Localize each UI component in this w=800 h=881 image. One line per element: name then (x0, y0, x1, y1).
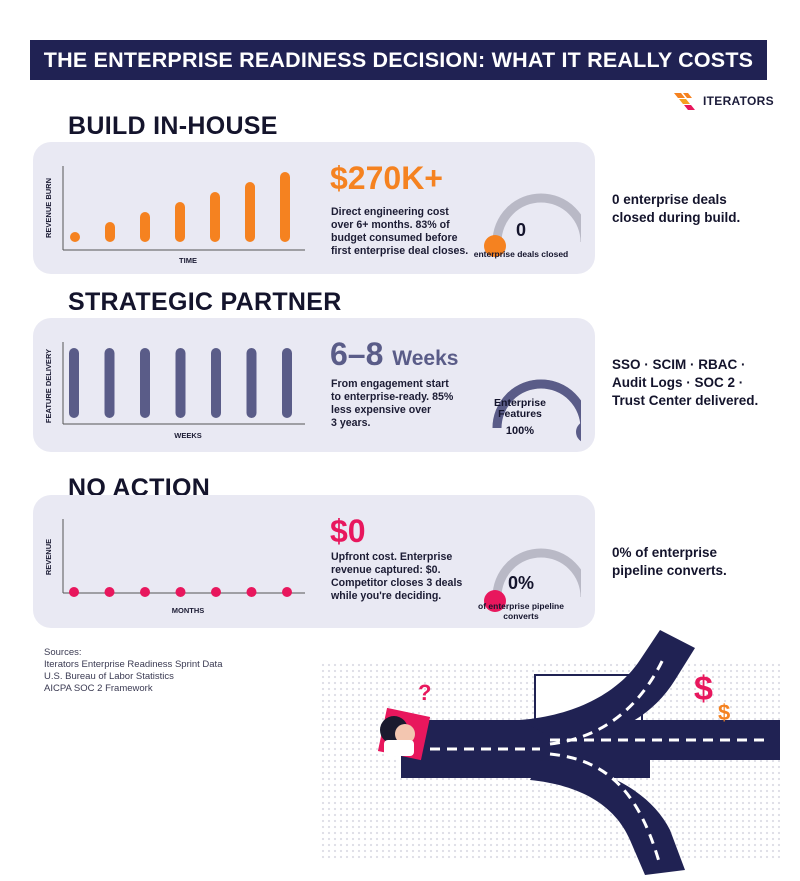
headline-unit: Weeks (392, 347, 459, 370)
person-collar (384, 740, 414, 756)
bar-mark (104, 348, 115, 418)
source-item: Iterators Enterprise Readiness Sprint Da… (44, 659, 223, 670)
bar-mark (280, 172, 290, 242)
section-heading-partner: STRATEGIC PARTNER (68, 288, 342, 316)
dollar-sign-small-icon: $ (718, 700, 730, 725)
chart-revenue-burn: REVENUE BURN TIME (44, 166, 305, 265)
chart-feature-delivery: FEATURE DELIVERY WEEKS (44, 342, 305, 440)
data-point (104, 587, 115, 597)
data-point (69, 587, 79, 597)
gauge-label-line2: Features (498, 408, 542, 420)
description-no-action: Upfront cost. Enterprise revenue capture… (331, 551, 463, 602)
y-axis-label: FEATURE DELIVERY (44, 349, 53, 423)
bar-mark (69, 348, 79, 418)
bar-mark (282, 348, 292, 418)
bar-mark (70, 232, 80, 242)
description-build: Direct engineering cost over 6+ months. … (331, 206, 469, 257)
x-axis-label: MONTHS (172, 606, 205, 615)
card-no-action: REVENUE MONTHS $0 Upfront cost. Enterpri… (33, 495, 595, 628)
x-axis-label: TIME (179, 256, 197, 265)
card-build-in-house: REVENUE BURN TIME $270K+ Direct engineer… (33, 142, 595, 274)
gauge-value: 100% (505, 425, 535, 437)
gauge-indicator (484, 590, 506, 612)
gauge-indicator (484, 235, 506, 257)
page-title: THE ENTERPRISE READINESS DECISION: WHAT … (30, 40, 767, 80)
gauge-label: Enterprise Features (480, 398, 560, 420)
lane-dashes-down (549, 752, 662, 866)
source-item: AICPA SOC 2 Framework (44, 683, 153, 694)
bar-mark (140, 348, 150, 418)
card-strategic-partner: FEATURE DELIVERY WEEKS 6–8 Weeks From en… (33, 318, 595, 452)
gauge-track (492, 548, 581, 598)
data-point (211, 587, 221, 597)
headline-cost: $270K+ (330, 160, 443, 196)
gauge-label-line1: of enterprise pipeline (478, 601, 564, 611)
gauge-value: 0 (515, 220, 526, 240)
note-build: 0 enterprise deals closed during build. (612, 192, 741, 225)
sources-block: Sources: Iterators Enterprise Readiness … (44, 647, 222, 695)
gauge-track (492, 193, 581, 243)
gauge-label-line1: Enterprise (494, 397, 546, 409)
lane-dashes-up (549, 654, 667, 746)
gauge-indicator (576, 422, 581, 442)
iterators-logo-icon (674, 93, 695, 110)
gauge-enterprise-features (492, 379, 581, 442)
data-point (282, 587, 292, 597)
dollar-sign-large-icon: $ (694, 670, 713, 708)
bar-mark (211, 348, 221, 418)
gauge-value: 0% (507, 573, 534, 593)
sources-heading: Sources: (44, 647, 82, 658)
section-heading-build: BUILD IN-HOUSE (68, 112, 278, 140)
note-partner: SSO · SCIM · RBAC · Audit Logs · SOC 2 ·… (612, 357, 759, 408)
bar-mark (175, 348, 186, 418)
person-face (395, 724, 415, 744)
data-point (175, 587, 186, 597)
headline-number: 6–8 (330, 336, 384, 372)
gauge-label-line2: converts (503, 611, 539, 621)
gauge-pipeline (484, 548, 581, 612)
bar-mark (175, 202, 185, 242)
source-item: U.S. Bureau of Labor Statistics (44, 671, 174, 682)
y-axis-label: REVENUE (44, 539, 53, 575)
bar-mark (105, 222, 115, 242)
bar-mark (245, 182, 255, 242)
road-branch-down (530, 760, 685, 875)
brand-name: ITERATORS (703, 94, 774, 108)
description-partner: From engagement start to enterprise-read… (331, 378, 454, 429)
bar-mark (140, 212, 150, 242)
note-no-action: 0% of enterprise pipeline converts. (612, 545, 727, 578)
x-axis-label: WEEKS (174, 431, 202, 440)
y-axis-label: REVENUE BURN (44, 178, 53, 238)
gauge-label: of enterprise pipeline converts (461, 601, 581, 621)
data-point (140, 587, 150, 597)
headline-zero: $0 (330, 513, 366, 549)
headline-timeline: 6–8 Weeks (330, 338, 458, 370)
chart-revenue: REVENUE MONTHS (44, 519, 305, 615)
bar-mark (210, 192, 220, 242)
gauge-fill (492, 379, 581, 429)
bar-mark (246, 348, 257, 418)
crossroads-illustration: ? $ $ (320, 630, 780, 875)
gauge-label: enterprise deals closed (473, 249, 569, 259)
road-branch-up (520, 630, 695, 742)
data-point (246, 587, 257, 597)
question-mark-icon: ? (418, 680, 431, 705)
gauge-deals-closed (484, 193, 581, 257)
brand-logo: ITERATORS (674, 91, 774, 111)
